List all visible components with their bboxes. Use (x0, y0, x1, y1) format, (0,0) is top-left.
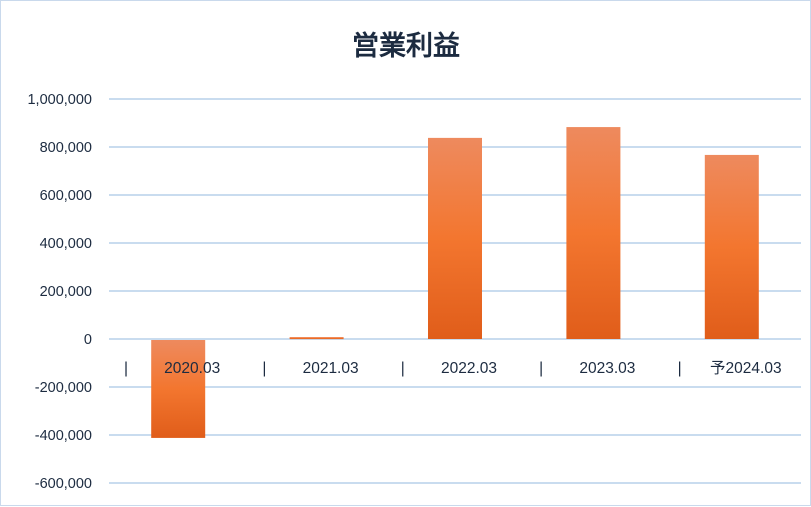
bar-2022.03 (428, 137, 482, 339)
x-tick-label: 2021.03 (303, 360, 359, 377)
category-marker: | (262, 360, 266, 377)
category-marker: | (678, 360, 682, 377)
category-marker: | (124, 360, 128, 377)
x-tick-label: 2020.03 (164, 360, 220, 377)
chart-title: 営業利益 (352, 30, 460, 62)
y-tick-label: -600,000 (35, 476, 92, 492)
y-tick-label: 200,000 (40, 284, 92, 300)
y-tick-label: -400,000 (35, 428, 92, 444)
category-marker: | (401, 360, 405, 377)
bar-2021.03 (289, 337, 344, 340)
x-tick-label: 2023.03 (579, 360, 635, 377)
y-tick-label: 0 (84, 332, 92, 348)
y-tick-label: -200,000 (35, 380, 92, 396)
x-tick-label: 予2024.03 (710, 359, 782, 377)
bar-2023.03 (566, 127, 621, 339)
y-tick-label: 600,000 (40, 188, 92, 204)
y-tick-label: 1,000,000 (27, 92, 92, 108)
y-tick-label: 400,000 (40, 236, 92, 252)
x-tick-label: 2022.03 (441, 360, 497, 377)
category-marker: | (539, 360, 543, 377)
bar-予2024.03 (704, 154, 759, 339)
bar-2020.03 (151, 340, 206, 438)
y-tick-label: 800,000 (40, 140, 92, 156)
